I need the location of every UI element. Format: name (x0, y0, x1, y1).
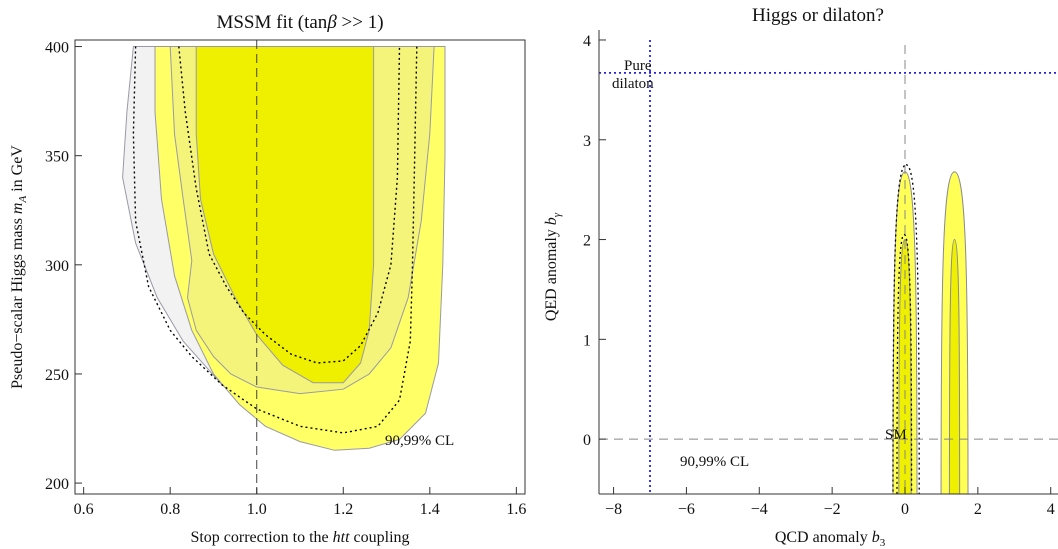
left-y-tick-label: 300 (45, 258, 69, 275)
left-dotted-contour-1 (178, 46, 401, 364)
left-x-tick-label: 1.2 (333, 501, 353, 518)
left-contour-region-3 (195, 46, 375, 384)
left-y-tick-label: 350 (45, 149, 69, 166)
right-y-tick-label: 3 (583, 133, 591, 150)
left-x-tick-label: 1.6 (506, 501, 526, 518)
right-x-tick-label: −6 (678, 501, 695, 518)
left-x-tick-label: 1.4 (420, 501, 440, 518)
left-cl-annotation: 90,99% CL (385, 433, 454, 449)
right-x-tick-label: −8 (605, 501, 622, 518)
left-y-tick-label: 400 (45, 40, 69, 57)
left-plot-frame (74, 39, 526, 495)
right-y-tick-label: 4 (583, 33, 591, 50)
left-y-tick-label: 200 (45, 476, 69, 493)
left-x-tick-label: 0.6 (74, 501, 94, 518)
right-y-tick-label: 0 (583, 432, 591, 449)
right-axes: −8 −6 −4 −2 0 2 4 0 1 2 3 4 (583, 33, 1055, 518)
left-x-axis-label: Stop correction to the htt coupling (190, 529, 409, 546)
right-x-tick-label: −2 (824, 501, 841, 518)
left-x-tick-label: 1.0 (247, 501, 267, 518)
sm-point-label: SM (885, 427, 907, 443)
right-x-tick-label: −4 (751, 501, 768, 518)
left-chart-title: MSSM fit (tanβ >> 1) (216, 12, 383, 33)
right-x-axis-label: QCD anomaly b3 (775, 529, 886, 549)
pure-dilaton-label-line2: dilaton (612, 76, 654, 92)
left-axes: 0.6 0.8 1.0 1.2 1.4 1.6 200 250 300 350 400 (45, 40, 526, 518)
right-chart-title: Higgs or dilaton? (752, 5, 884, 26)
left-panel: MSSM fit (tanβ >> 1) 0.6 0.8 1.0 1.2 1.4 1.6 2… (9, 12, 526, 546)
left-y-tick-label: 250 (45, 367, 69, 384)
right-x-tick-label: 0 (901, 501, 909, 518)
left-dotted-contour-0 (132, 46, 418, 434)
right-plot-area (599, 40, 1058, 494)
right-y-tick-label: 1 (583, 332, 591, 349)
right-x-tick-label: 2 (974, 501, 982, 518)
right-contour-region-3 (948, 239, 961, 494)
left-y-axis-label: Pseudo−scalar Higgs mass mA in GeV (9, 145, 29, 389)
right-y-axis-label: QED anomaly bγ (543, 212, 563, 321)
pure-dilaton-label-line1: Pure (624, 58, 652, 74)
left-plot-area (122, 40, 446, 494)
right-x-tick-label: 4 (1047, 501, 1055, 518)
right-y-tick-label: 2 (583, 233, 591, 250)
left-x-tick-label: 0.8 (160, 501, 180, 518)
right-cl-annotation: 90,99% CL (680, 454, 749, 470)
right-dotted-contour-1 (896, 233, 913, 494)
